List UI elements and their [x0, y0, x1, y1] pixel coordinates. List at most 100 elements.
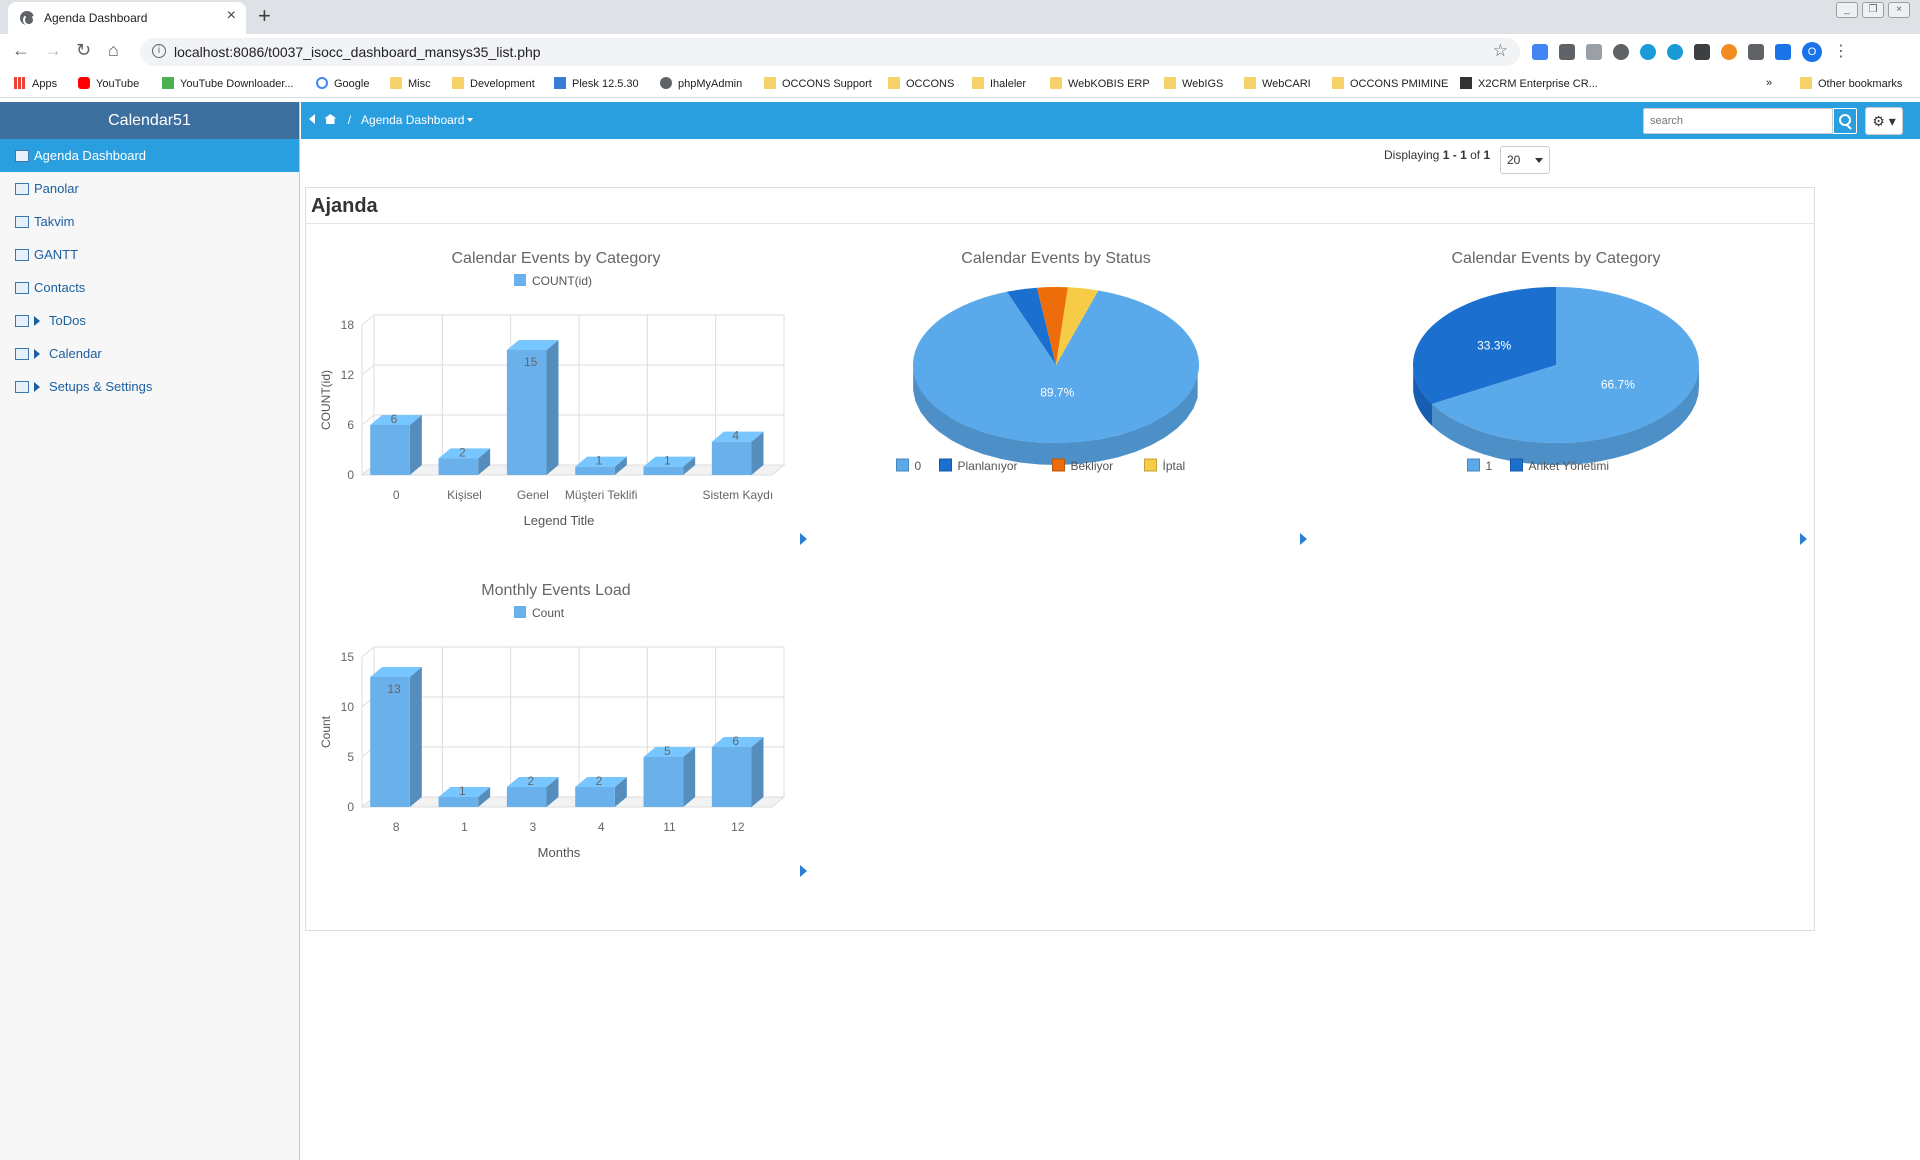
new-tab-icon[interactable]: +	[258, 3, 271, 28]
bar-top	[370, 667, 422, 677]
infinity-icon[interactable]	[1640, 44, 1656, 60]
bookmark-webkobis[interactable]: WebKOBIS ERP	[1050, 77, 1150, 90]
youtube-icon	[78, 77, 90, 89]
chevron-down-icon[interactable]	[467, 118, 474, 122]
legend-label: Count	[532, 606, 565, 620]
play-arrow-icon[interactable]	[1300, 533, 1307, 545]
legend-swatch	[1510, 458, 1523, 472]
address-bar[interactable]: i localhost:8086/t0037_isocc_dashboard_m…	[140, 38, 1520, 66]
play-arrow-icon[interactable]	[1800, 533, 1807, 545]
sidebar-item-takvim[interactable]: Takvim	[0, 205, 299, 238]
circle-extension-icon[interactable]	[1667, 44, 1683, 60]
bar	[370, 677, 410, 807]
bookmark-occons-pmimine[interactable]: OCCONS PMIMINE	[1332, 77, 1448, 90]
pie-slice	[913, 290, 1199, 443]
bar-side	[751, 431, 764, 475]
recycle-icon[interactable]	[1559, 44, 1575, 60]
bookmark-other[interactable]: Other bookmarks	[1800, 77, 1902, 90]
bookmark-google[interactable]: Google	[316, 77, 369, 90]
home-icon[interactable]: ⌂	[108, 40, 119, 60]
globe-icon	[20, 11, 35, 26]
sidebar-item-label: ToDos	[49, 313, 86, 328]
legend-label: 0	[915, 459, 922, 473]
bookmark-webcari[interactable]: WebCARI	[1244, 77, 1311, 90]
menu-item-icon	[15, 150, 29, 162]
bookmark-apps[interactable]: Apps	[14, 77, 57, 90]
x-tick-label: 1	[461, 820, 468, 834]
bookmark-youtube[interactable]: YouTube	[78, 77, 139, 90]
play-arrow-icon[interactable]	[800, 865, 807, 877]
caret-right-icon[interactable]	[34, 382, 40, 392]
panel-title: Ajanda	[306, 188, 1814, 224]
bar-top	[438, 787, 491, 797]
menu-item-icon	[15, 282, 29, 294]
bar-value-label: 13	[387, 682, 401, 696]
bookmark-misc[interactable]: Misc	[390, 77, 431, 90]
bookmark-ihaleler[interactable]: Ihaleler	[972, 77, 1026, 90]
restore-icon[interactable]: ❐	[1862, 2, 1884, 18]
breadcrumb-current-page[interactable]: Agenda Dashboard	[361, 113, 465, 127]
close-window-icon[interactable]: ×	[1888, 2, 1910, 18]
browser-tab[interactable]: Agenda Dashboard ×	[8, 2, 246, 34]
collapse-sidebar-icon[interactable]	[309, 114, 315, 124]
minimize-icon[interactable]: _	[1836, 2, 1858, 18]
legend-swatch	[896, 458, 909, 472]
caret-right-icon[interactable]	[34, 349, 40, 359]
puzzle-icon[interactable]	[1748, 44, 1764, 60]
cast-icon[interactable]	[1775, 44, 1791, 60]
pie-slice-label: 66.7%	[1601, 378, 1635, 392]
menu-dots-icon[interactable]: ⋮	[1833, 43, 1849, 60]
bookmark-occons-support[interactable]: OCCONS Support	[764, 77, 872, 90]
forward-arrow-icon[interactable]: →	[44, 40, 62, 60]
sidebar-item-todos[interactable]: ToDos	[0, 304, 299, 337]
bar	[370, 425, 410, 475]
folder-icon	[1050, 77, 1062, 89]
reload-icon[interactable]: ↻	[76, 40, 92, 60]
bookmark-plesk[interactable]: Plesk 12.5.30	[554, 77, 639, 90]
play-arrow-icon[interactable]	[800, 533, 807, 545]
bookmark-development[interactable]: Development	[452, 77, 535, 90]
site-info-icon[interactable]: i	[152, 44, 166, 58]
html-extension-icon[interactable]	[1694, 44, 1710, 60]
bookmarks-overflow[interactable]: »	[1766, 77, 1773, 89]
pie-slice-side	[1432, 365, 1699, 465]
bar-top	[711, 431, 764, 442]
page-size-select[interactable]: 20	[1500, 146, 1550, 174]
back-arrow-icon[interactable]: ←	[12, 40, 30, 60]
close-tab-icon[interactable]: ×	[226, 7, 236, 24]
bookmark-star-icon[interactable]: ☆	[1492, 41, 1508, 60]
search-button[interactable]	[1833, 108, 1857, 134]
settings-gear-button[interactable]: ⚙ ▾	[1865, 107, 1903, 135]
orange-extension-icon[interactable]	[1721, 44, 1737, 60]
y-tick-label: 12	[341, 368, 355, 382]
translate-icon[interactable]	[1532, 44, 1548, 60]
bookmark-youtube-downloader[interactable]: YouTube Downloader...	[162, 77, 294, 90]
bookmark-webigs[interactable]: WebIGS	[1164, 77, 1223, 90]
location-pin-icon[interactable]	[1613, 44, 1629, 60]
sidebar-item-agenda-dashboard[interactable]: Agenda Dashboard	[0, 139, 299, 172]
caret-right-icon[interactable]	[34, 316, 40, 326]
home-icon[interactable]	[324, 114, 337, 124]
sidebar-item-calendar[interactable]: Calendar	[0, 337, 299, 370]
legend-label: Bekliyor	[1071, 459, 1114, 473]
bar-value-label: 2	[596, 774, 603, 788]
y-tick-label: 18	[341, 318, 355, 332]
app-brand[interactable]: Calendar51	[0, 102, 299, 139]
bookmark-occons[interactable]: OCCONS	[888, 77, 954, 90]
folder-icon	[1800, 77, 1812, 89]
w-extension-icon[interactable]	[1586, 44, 1602, 60]
bookmark-phpmyadmin[interactable]: phpMyAdmin	[660, 77, 742, 90]
x-tick-label: 0	[393, 488, 400, 502]
bar-value-label: 6	[391, 412, 398, 426]
search-input[interactable]	[1643, 108, 1833, 134]
profile-avatar[interactable]: O	[1802, 42, 1822, 62]
paging-info: Displaying 1 - 1 of 1	[1384, 148, 1491, 162]
legend-swatch	[1144, 458, 1157, 472]
bar-side	[683, 456, 696, 475]
legend-swatch	[514, 606, 526, 618]
bookmark-x2crm[interactable]: X2CRM Enterprise CR...	[1460, 77, 1598, 90]
sidebar-item-setups-settings[interactable]: Setups & Settings	[0, 370, 299, 403]
sidebar-item-panolar[interactable]: Panolar	[0, 172, 299, 205]
sidebar-item-contacts[interactable]: Contacts	[0, 271, 299, 304]
sidebar-item-gantt[interactable]: GANTT	[0, 238, 299, 271]
